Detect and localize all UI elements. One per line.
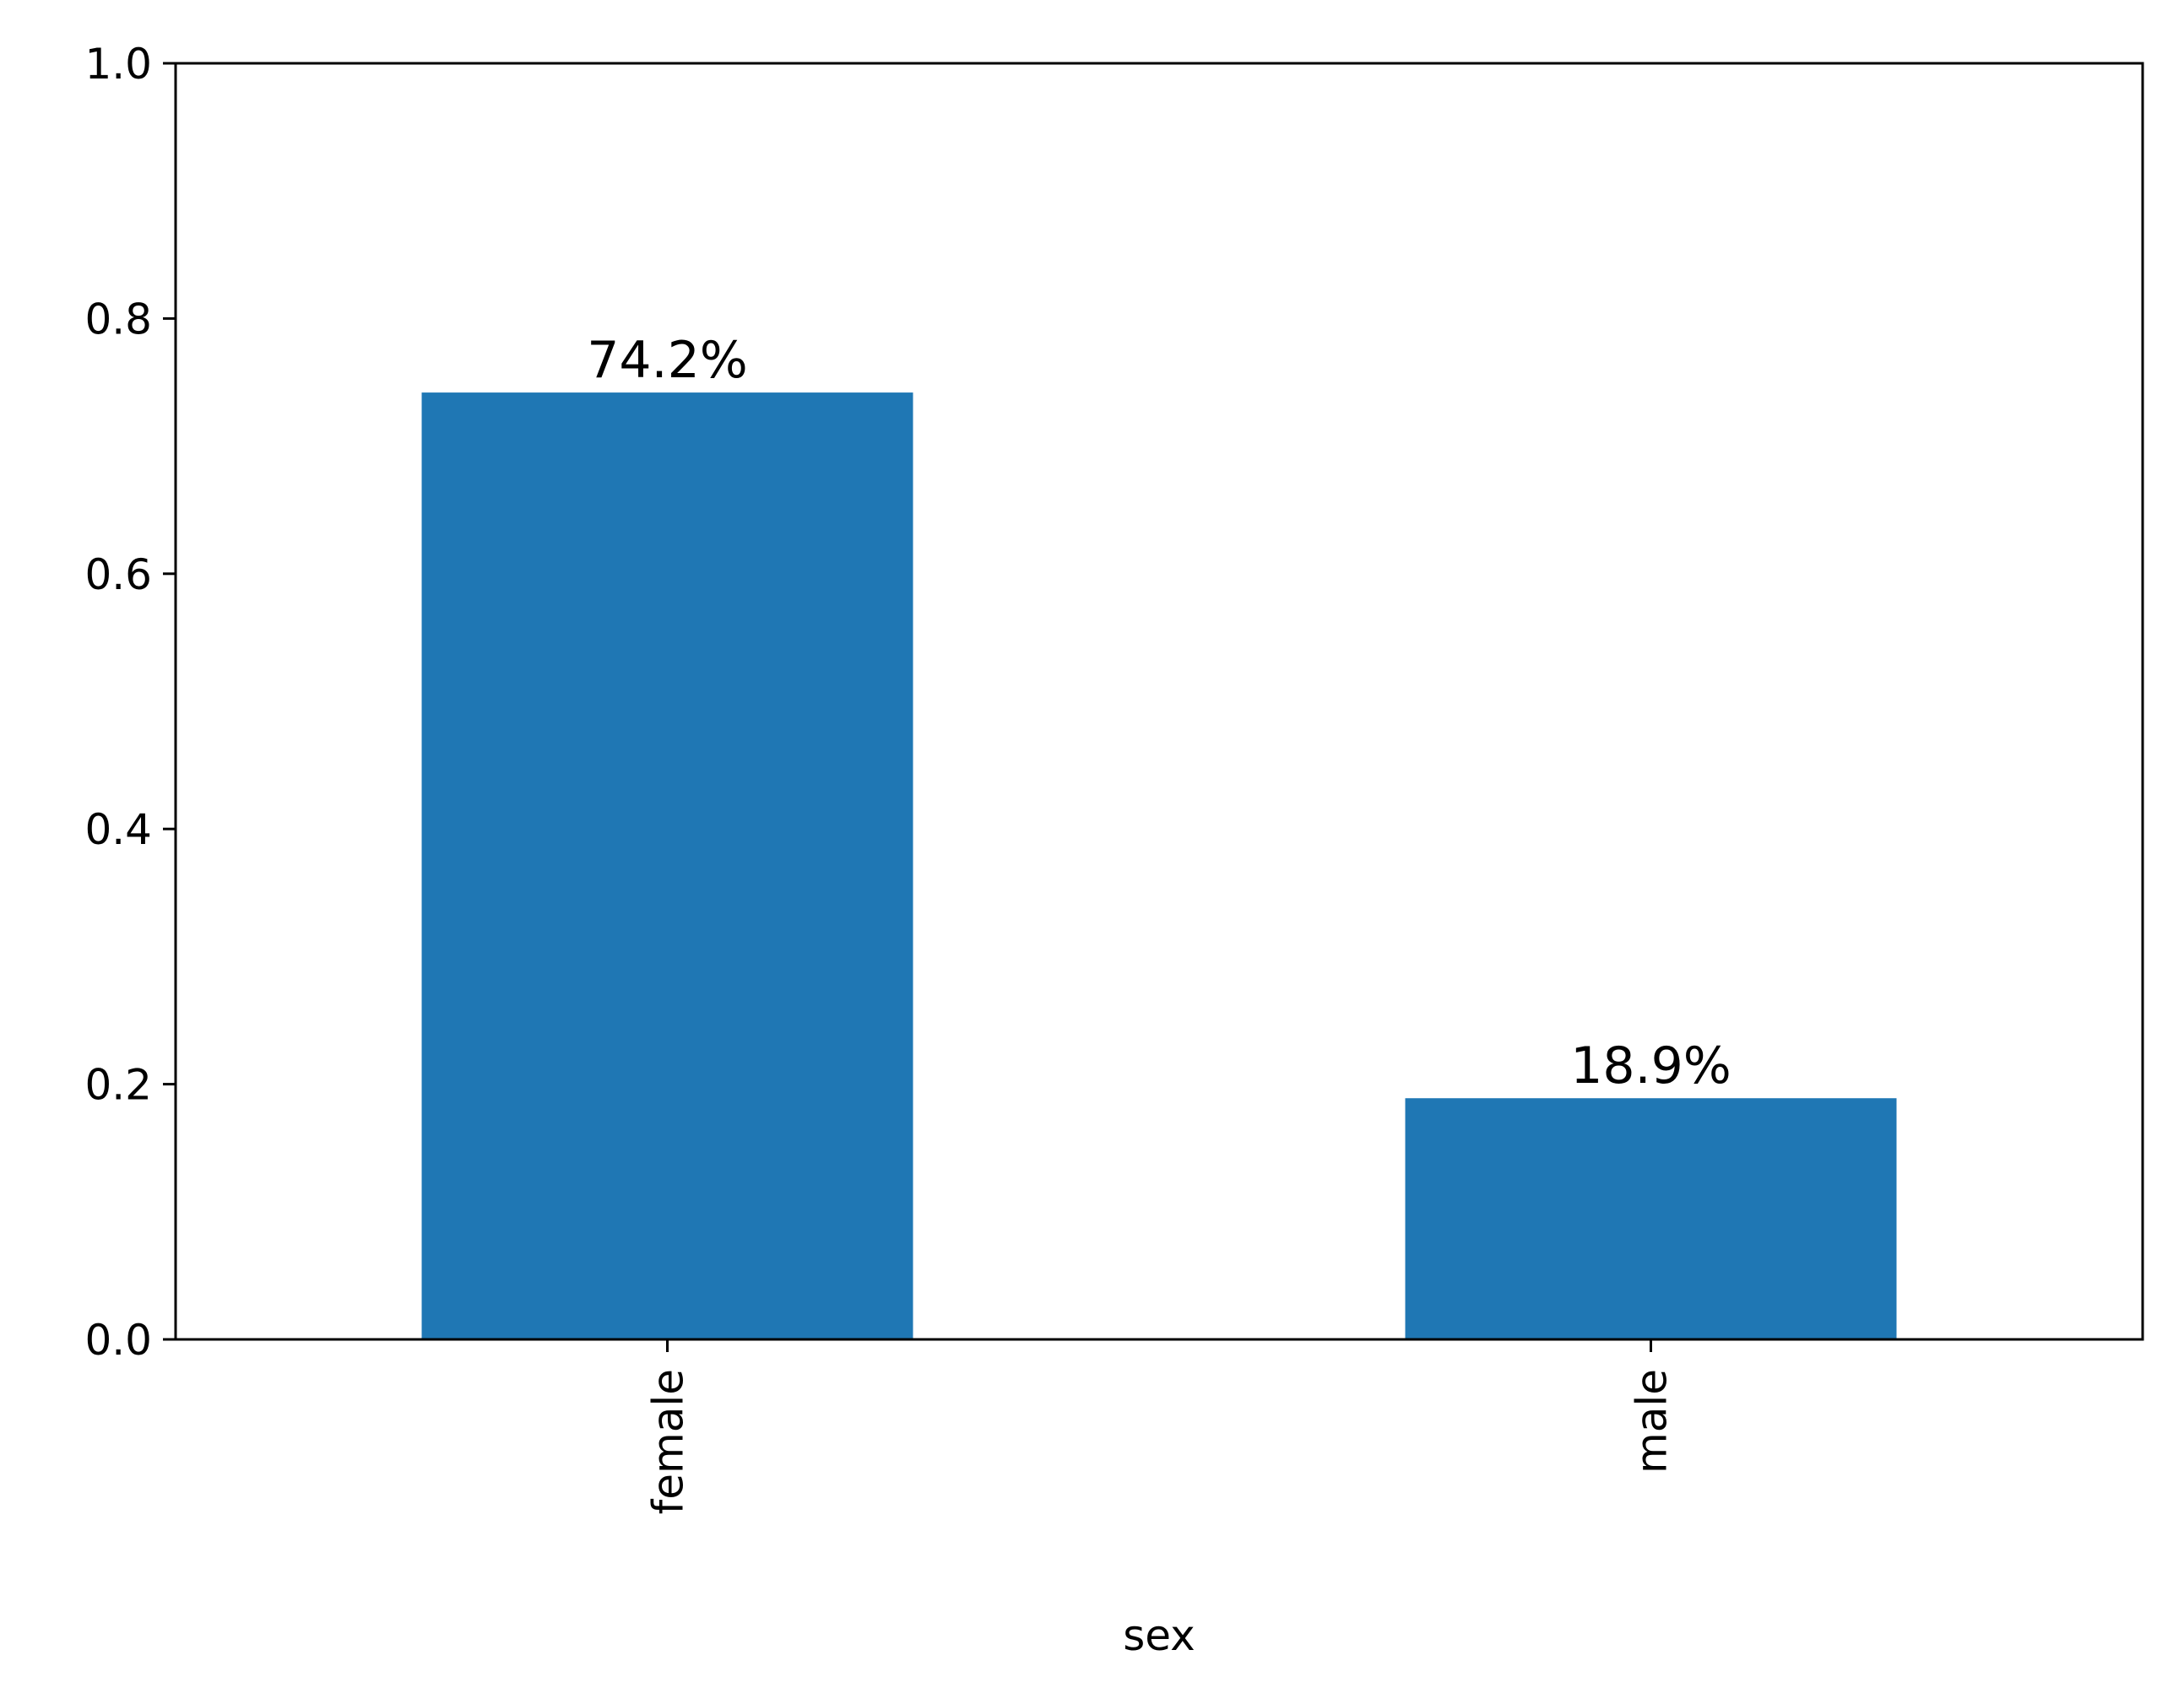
bar-male <box>1405 1098 1897 1339</box>
y-tick-label: 0.6 <box>84 550 152 599</box>
x-tick-label-male: male <box>1628 1369 1677 1474</box>
y-tick-label: 0.4 <box>84 805 152 854</box>
data-label-male: 18.9% <box>1570 1036 1731 1095</box>
y-tick-label: 0.0 <box>84 1316 152 1365</box>
data-label-female: 74.2% <box>587 331 748 390</box>
x-axis-label: sex <box>1123 1611 1195 1660</box>
y-tick-label: 0.2 <box>84 1061 152 1110</box>
axes-frame <box>174 62 2144 1341</box>
x-axis: female male <box>644 1339 1677 1514</box>
x-tick-label-female: female <box>644 1369 693 1514</box>
plot-area: 74.2% 18.9% <box>421 331 1897 1340</box>
y-tick-label: 1.0 <box>84 40 152 89</box>
y-tick-label: 0.8 <box>84 295 152 344</box>
y-axis: 0.0 0.2 0.4 0.6 0.8 1.0 <box>84 40 176 1365</box>
bar-female <box>421 392 913 1340</box>
